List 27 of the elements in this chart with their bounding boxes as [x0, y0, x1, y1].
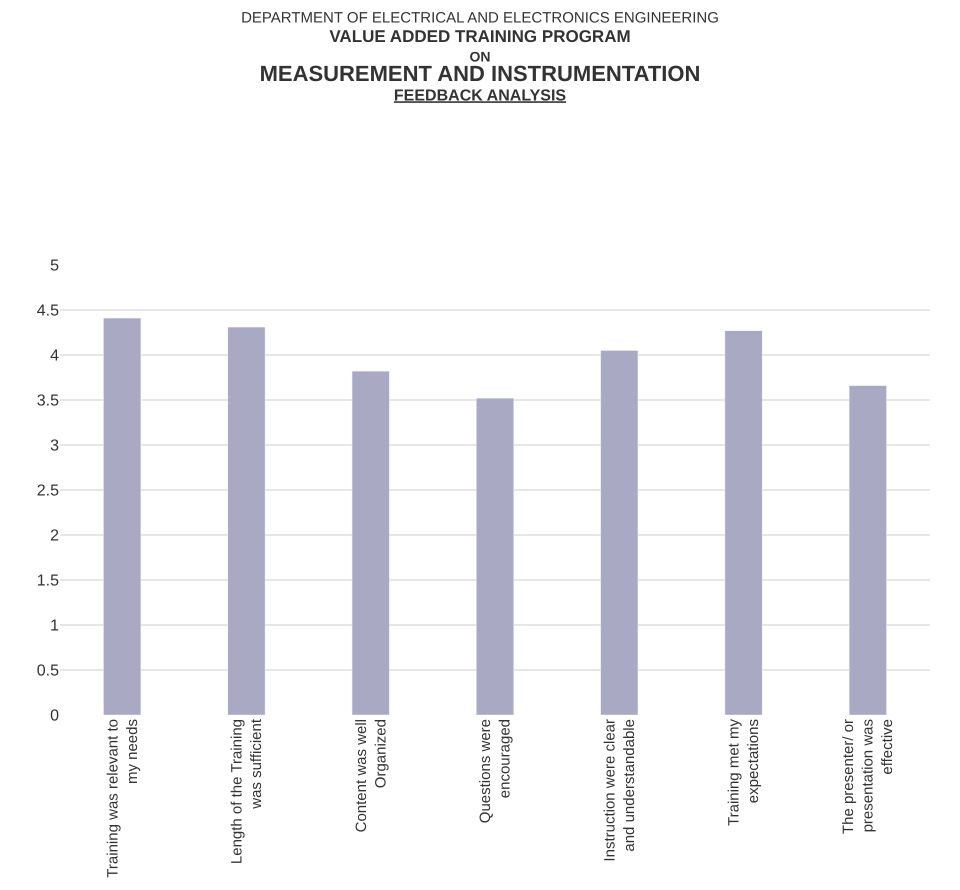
y-tick-label: 5	[50, 258, 60, 275]
bar	[600, 350, 638, 715]
chart-subtitle: VALUE ADDED TRAINING PROGRAM ON MEASUREMENT AND INSTRUMENTATION	[260, 26, 700, 86]
bar	[724, 330, 762, 715]
bar	[352, 370, 390, 715]
y-tick-label: 3	[50, 438, 60, 455]
y-tick-label: 4	[50, 348, 60, 365]
x-tick-label: Questions were encouraged	[477, 719, 514, 824]
bar	[228, 326, 266, 715]
y-tick-label: 0	[50, 708, 60, 725]
x-tick-label: Training was relevant to my needs	[104, 719, 141, 878]
y-tick-label: 1.5	[36, 572, 60, 590]
text: FEEDBACK ANALYSIS	[394, 87, 566, 104]
bar	[103, 318, 142, 715]
bar	[476, 398, 514, 715]
y-tick-label: 2	[50, 528, 60, 545]
x-tick-label: Content was well Organized	[352, 719, 390, 832]
y-tick-label: 2.5	[36, 482, 60, 500]
x-tick-label: Training met my expectations	[726, 718, 762, 826]
x-tick-label: Length of the Training was sufficient	[228, 718, 266, 864]
y-tick-label: 3.5	[36, 392, 60, 410]
y-tick-label: 1	[50, 618, 60, 635]
chart-title: DEPARTMENT OF ELECTRICAL AND ELECTRONICS ENGINEERING	[241, 9, 719, 26]
y-tick-label: 0.5	[36, 662, 60, 680]
bar	[848, 385, 887, 715]
x-tick-label: The presenter/ or presentation was effective	[840, 719, 896, 834]
y-tick-label: 4.5	[36, 302, 60, 320]
